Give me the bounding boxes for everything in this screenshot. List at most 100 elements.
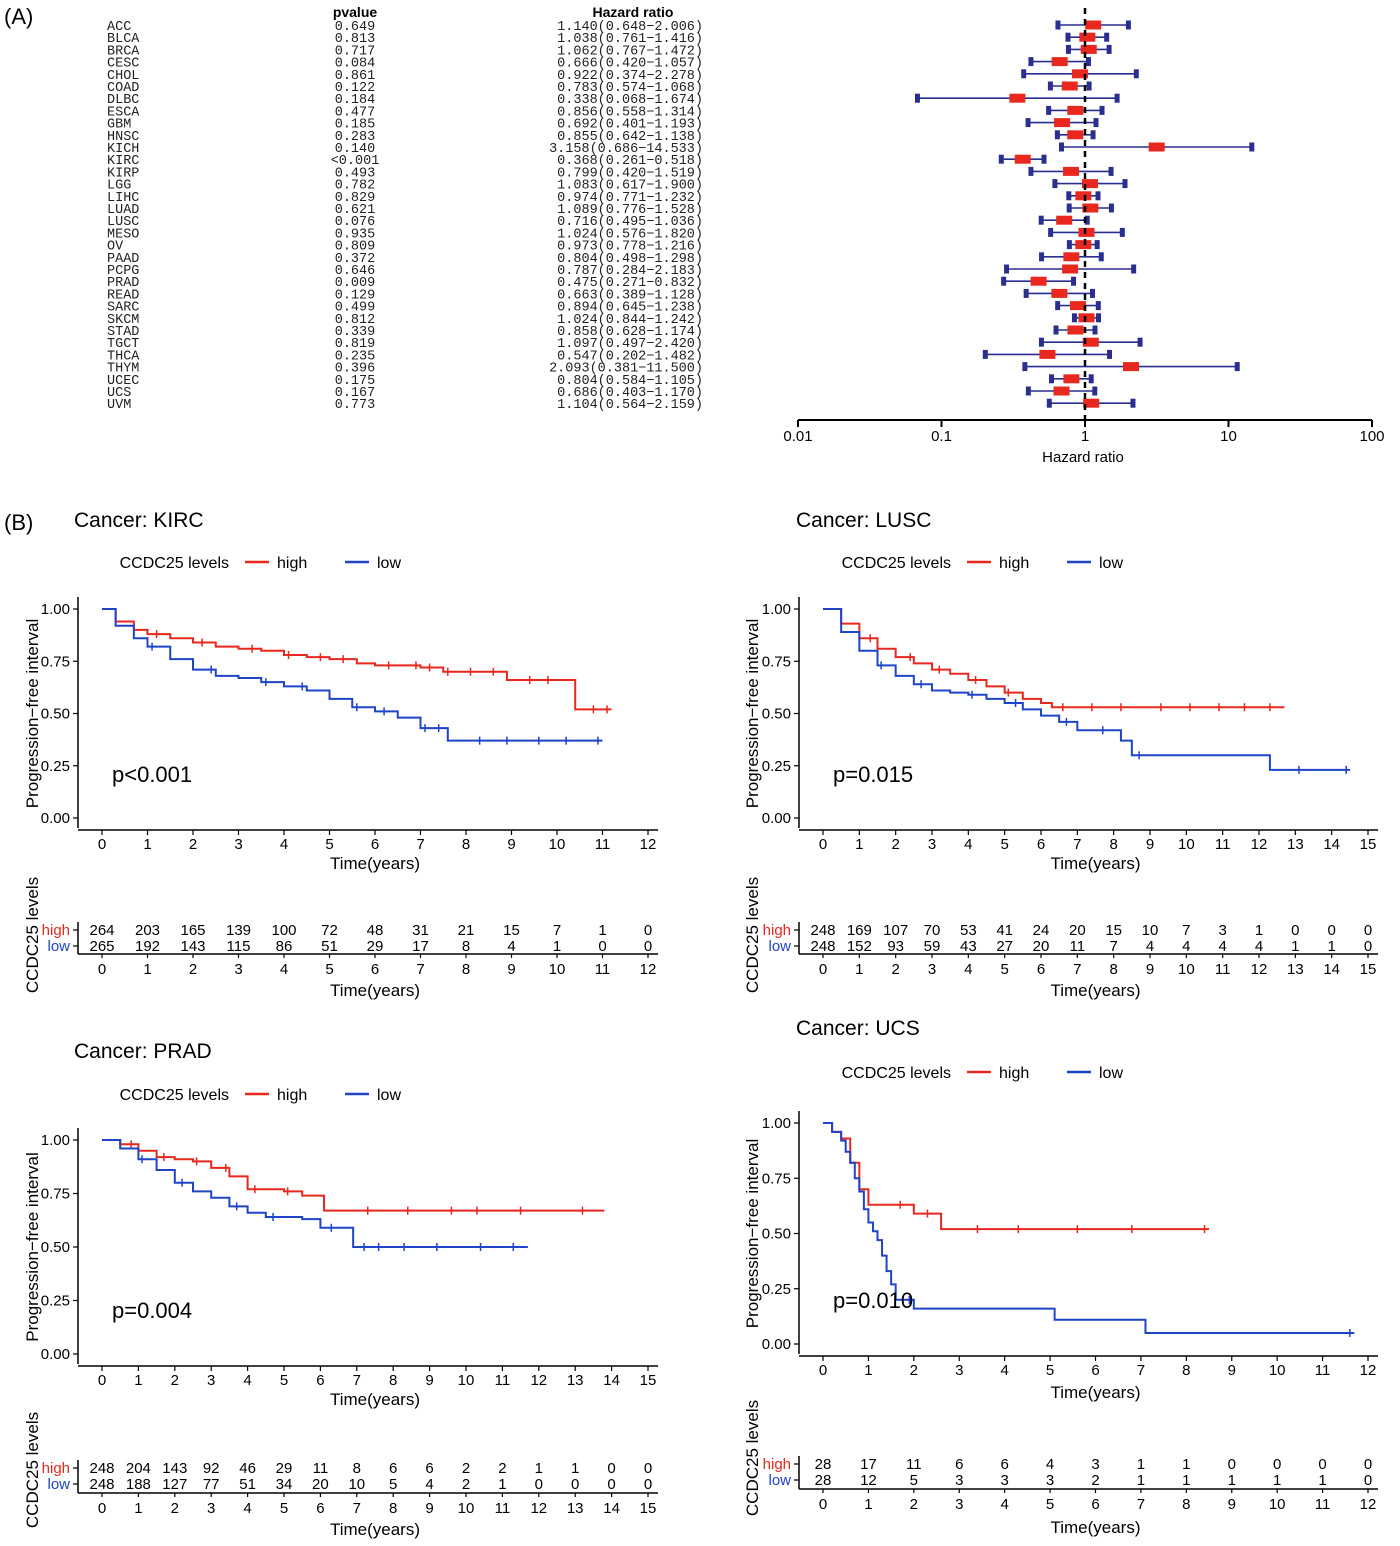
x-tick-label: 2 bbox=[891, 836, 899, 853]
forest-ci-cap-high bbox=[1119, 227, 1125, 237]
x-tick-label: 2 bbox=[171, 1372, 179, 1389]
forest-ci-cap-low bbox=[1039, 252, 1045, 262]
forest-ci-cap-high bbox=[1125, 20, 1131, 30]
forest-ci-cap-high bbox=[1095, 191, 1101, 201]
x-tick-label: 2 bbox=[189, 836, 197, 853]
x-axis-label: Time(years) bbox=[1050, 1383, 1140, 1402]
x-tick-label: 6 bbox=[1091, 1362, 1099, 1379]
x-tick-label: 9 bbox=[1228, 1362, 1236, 1379]
risk-value: 0 bbox=[598, 938, 606, 955]
risk-value: 7 bbox=[553, 922, 561, 939]
risk-value: 2 bbox=[498, 1460, 506, 1477]
risk-x-axis-label: Time(years) bbox=[330, 981, 420, 1000]
forest-row-name: SARC bbox=[107, 301, 139, 316]
x-tick-label: 6 bbox=[1037, 836, 1045, 853]
risk-value: 0 bbox=[535, 1476, 543, 1493]
forest-ci-cap-high bbox=[1092, 386, 1098, 396]
risk-value: 5 bbox=[910, 1472, 918, 1489]
forest-row-pvalue: 0.084 bbox=[335, 57, 376, 72]
risk-value: 10 bbox=[1142, 922, 1159, 939]
forest-row-name: KIRP bbox=[107, 166, 139, 181]
forest-row-name: STAD bbox=[107, 325, 139, 340]
y-tick-label: 0.25 bbox=[762, 758, 791, 775]
risk-value: 8 bbox=[353, 1460, 361, 1477]
forest-row-hr: 1.083(0.617−1.900) bbox=[557, 179, 703, 194]
risk-value: 20 bbox=[312, 1476, 329, 1493]
forest-x-tick-label: 10 bbox=[1220, 428, 1237, 445]
forest-row-name: THCA bbox=[107, 349, 140, 364]
forest-hr-box bbox=[1063, 166, 1080, 176]
km-curve-high bbox=[823, 608, 1285, 709]
x-tick-label: 7 bbox=[1137, 1362, 1145, 1379]
censor-mark bbox=[178, 1178, 187, 1187]
censor-mark bbox=[1127, 1225, 1136, 1234]
risk-x-tick-label: 7 bbox=[1137, 1496, 1145, 1513]
risk-row-name: high bbox=[42, 1460, 70, 1477]
x-tick-label: 11 bbox=[1215, 836, 1231, 853]
censor-mark bbox=[1116, 703, 1125, 712]
censor-mark bbox=[316, 653, 325, 662]
y-axis-label: Progression−free interval bbox=[23, 619, 42, 808]
forest-hr-box bbox=[1063, 252, 1080, 262]
forest-ci-cap-high bbox=[1096, 313, 1102, 323]
x-tick-label: 4 bbox=[243, 1372, 251, 1389]
forest-ci-cap-low bbox=[1065, 44, 1071, 54]
censor-mark bbox=[466, 667, 475, 676]
x-tick-label: 11 bbox=[595, 836, 611, 853]
censor-mark bbox=[476, 1243, 485, 1251]
censor-mark bbox=[578, 1206, 587, 1215]
risk-value: 24 bbox=[1033, 922, 1050, 939]
forest-header-hr: Hazard ratio bbox=[593, 4, 674, 20]
forest-ci-cap-low bbox=[1025, 118, 1031, 128]
risk-value: 127 bbox=[162, 1476, 187, 1493]
risk-value: 48 bbox=[367, 922, 384, 939]
x-tick-label: 8 bbox=[462, 836, 470, 853]
y-tick-label: 0.00 bbox=[41, 810, 70, 827]
risk-value: 115 bbox=[227, 938, 251, 955]
x-tick-label: 7 bbox=[1073, 836, 1081, 853]
censor-mark bbox=[1135, 751, 1144, 760]
forest-row-pvalue: 0.009 bbox=[335, 276, 376, 291]
risk-value: 2 bbox=[1091, 1472, 1099, 1489]
risk-value: 11 bbox=[313, 1460, 329, 1477]
censor-mark bbox=[207, 665, 216, 674]
risk-x-axis-label: Time(years) bbox=[330, 1520, 420, 1539]
risk-table-label: CCDC25 levels bbox=[743, 1400, 762, 1516]
censor-mark bbox=[1073, 1225, 1082, 1234]
forest-ci-cap-low bbox=[1055, 301, 1061, 311]
risk-x-tick-label: 2 bbox=[189, 961, 197, 978]
censor-mark bbox=[1215, 703, 1224, 712]
forest-row-pvalue: 0.076 bbox=[335, 215, 376, 230]
risk-value: 0 bbox=[644, 938, 652, 955]
legend-label: high bbox=[999, 555, 1029, 572]
risk-value: 28 bbox=[815, 1456, 832, 1473]
forest-row-pvalue: 0.372 bbox=[335, 252, 376, 267]
censor-mark bbox=[152, 630, 161, 639]
censor-mark bbox=[905, 1295, 914, 1304]
risk-x-tick-label: 2 bbox=[891, 961, 899, 978]
forest-row-hr: 0.858(0.628−1.174) bbox=[557, 325, 703, 340]
forest-row-hr: 0.368(0.261−0.518) bbox=[557, 154, 703, 169]
censor-mark bbox=[967, 690, 976, 699]
risk-x-tick-label: 7 bbox=[416, 961, 424, 978]
x-tick-label: 2 bbox=[910, 1362, 918, 1379]
y-axis-label: Progression−free interval bbox=[743, 1139, 762, 1328]
forest-row-hr: 1.097(0.497−2.420) bbox=[557, 337, 703, 352]
risk-value: 169 bbox=[847, 922, 872, 939]
forest-row-pvalue: 0.140 bbox=[335, 142, 376, 157]
risk-value: 1 bbox=[498, 1476, 506, 1493]
censor-mark bbox=[198, 638, 207, 647]
y-tick-label: 0.25 bbox=[762, 1281, 791, 1298]
forest-row-name: LGG bbox=[107, 179, 131, 194]
risk-table-label: CCDC25 levels bbox=[743, 877, 762, 993]
censor-mark bbox=[516, 1206, 525, 1215]
censor-mark bbox=[525, 676, 534, 685]
risk-x-tick-label: 15 bbox=[640, 1500, 657, 1517]
km-title: Cancer: UCS bbox=[796, 1017, 920, 1040]
censor-mark bbox=[589, 705, 598, 714]
risk-value: 165 bbox=[180, 922, 205, 939]
forest-ci-cap-high bbox=[1130, 398, 1136, 408]
forest-row-name: SKCM bbox=[107, 313, 139, 328]
